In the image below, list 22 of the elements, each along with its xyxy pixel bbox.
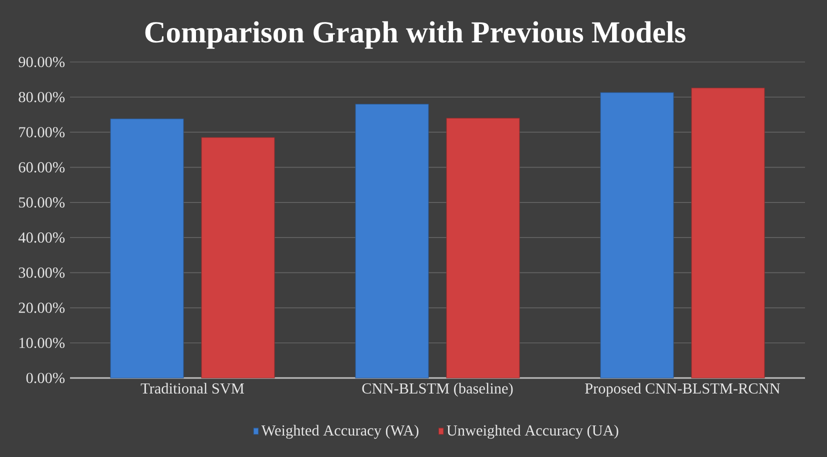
x-tick-label: Proposed CNN-BLSTM-RCNN bbox=[585, 382, 780, 397]
legend-label: Unweighted Accuracy (UA) bbox=[446, 424, 618, 439]
bar bbox=[110, 118, 184, 378]
bar bbox=[446, 118, 520, 378]
x-tick-label: CNN-BLSTM (baseline) bbox=[362, 382, 513, 397]
x-tick-label: Traditional SVM bbox=[140, 382, 244, 394]
bar bbox=[691, 88, 765, 378]
y-tick-label: 80.00% bbox=[18, 92, 65, 102]
bar bbox=[201, 137, 275, 378]
y-tick-label: 10.00% bbox=[20, 338, 65, 348]
y-tick-label: 50.00% bbox=[19, 197, 65, 208]
y-tick-label: 60.00% bbox=[18, 162, 65, 173]
legend-label: Weighted Accuracy (WA) bbox=[261, 424, 418, 439]
y-tick-label: 40.00% bbox=[18, 232, 65, 243]
y-tick-label: 30.00% bbox=[18, 268, 65, 278]
chart-title: Comparison Graph with Previous Models bbox=[145, 21, 686, 49]
bar bbox=[355, 104, 429, 378]
y-tick-label: 90.00% bbox=[18, 56, 65, 68]
y-tick-label: 70.00% bbox=[19, 127, 65, 138]
y-tick-label: 20.00% bbox=[18, 302, 65, 313]
y-tick-label: 0.00% bbox=[26, 372, 65, 384]
bar bbox=[600, 92, 674, 378]
